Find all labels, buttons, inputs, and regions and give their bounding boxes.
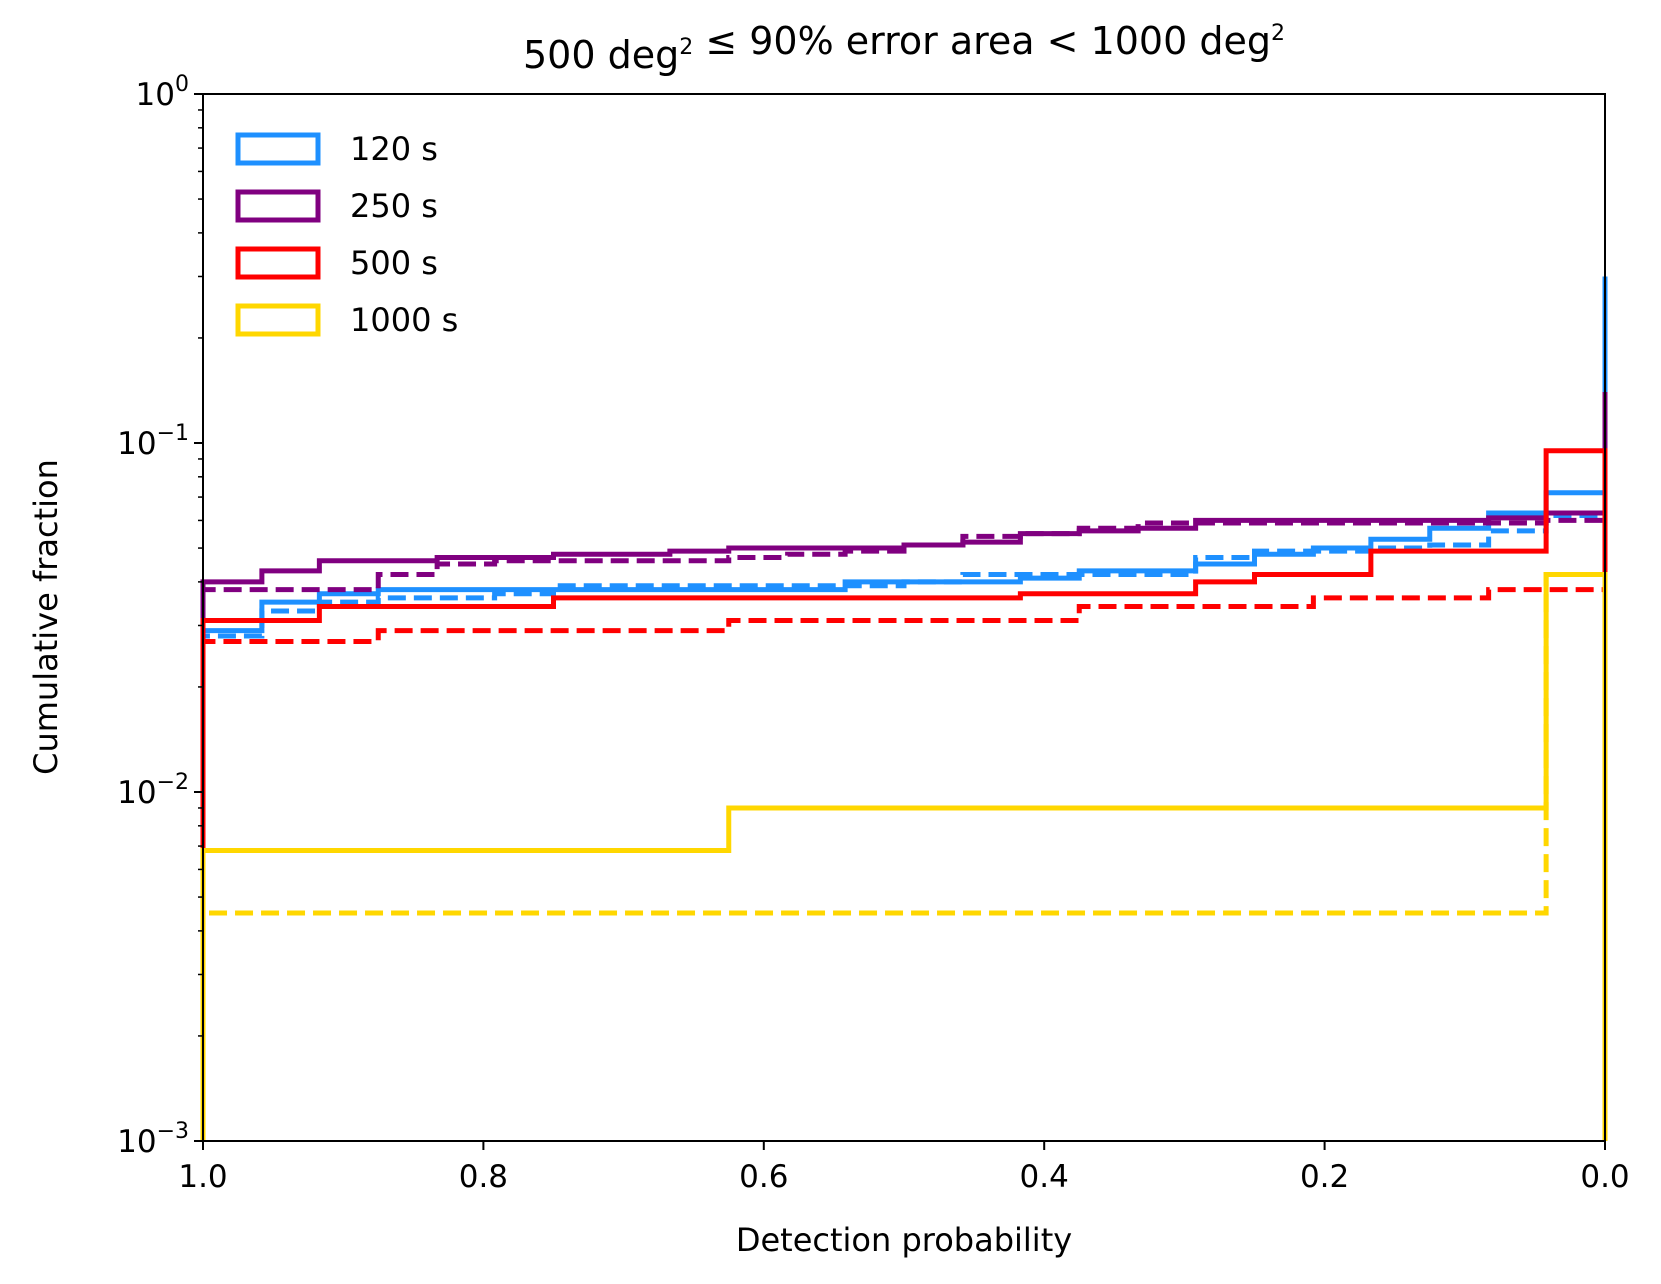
legend-label: 120 s (350, 130, 438, 168)
legend-label: 250 s (350, 187, 438, 225)
legend-label: 500 s (350, 244, 438, 282)
legend-label: 1000 s (350, 301, 458, 339)
x-axis-label: Detection probability (736, 1221, 1072, 1259)
chart-title-text: 500 deg2 ≤ 90% error area < 1000 deg2 (523, 19, 1285, 77)
x-tick-label: 0.2 (1300, 1159, 1349, 1195)
legend: 120 s 250 s 500 s 1000 s (235, 130, 458, 339)
y-axis-label: Cumulative fraction (27, 459, 65, 775)
x-tick-label: 0.8 (459, 1159, 508, 1195)
legend-swatch (235, 303, 321, 337)
legend-swatch (235, 132, 321, 166)
legend-swatch (235, 246, 321, 280)
x-tick-label: 0.0 (1580, 1159, 1629, 1195)
y-tick-label: 10−2 (117, 770, 189, 811)
y-axis: 100 10−1 10−2 10−3 (117, 72, 203, 1160)
x-tick-label: 0.4 (1020, 1159, 1069, 1195)
x-axis: 1.0 0.8 0.6 0.4 0.2 0.0 (178, 1141, 1630, 1195)
plot-frame (202, 93, 1606, 1142)
title-part: 500 deg (523, 33, 679, 77)
legend-swatch (235, 189, 321, 223)
y-tick-label: 100 (136, 72, 189, 113)
title-superscript: 2 (679, 35, 693, 60)
x-tick-label: 0.6 (739, 1159, 788, 1195)
y-tick-label: 10−1 (117, 421, 189, 462)
series-500s-dashed (200, 450, 1608, 1141)
series-250s-dashed (200, 392, 1608, 1141)
x-tick-label: 1.0 (178, 1159, 227, 1195)
series-layer (200, 276, 1608, 1141)
series-500s-solid (200, 448, 1608, 1141)
title-part: ≤ 90% error area < 1000 deg (693, 19, 1271, 63)
series-120s-solid (200, 276, 1608, 1141)
series-250s-solid (200, 392, 1608, 1141)
y-tick-label: 10−3 (117, 1119, 189, 1160)
title-superscript: 2 (1271, 21, 1285, 46)
series-120s-dashed (200, 276, 1608, 1141)
chart-title: 500 deg2 ≤ 90% error area < 1000 deg2 (523, 19, 1285, 77)
